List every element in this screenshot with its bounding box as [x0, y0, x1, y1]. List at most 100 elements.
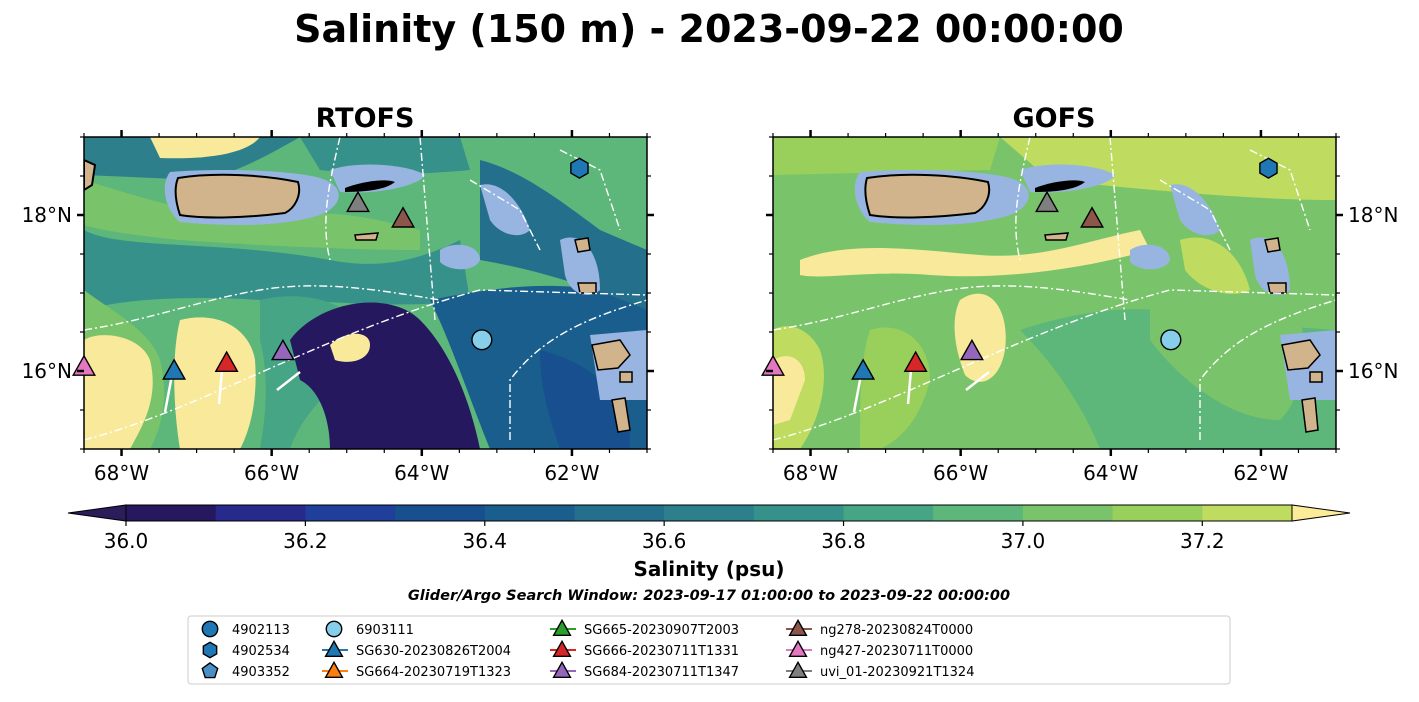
x-tick-label: 66°W	[933, 461, 988, 485]
platform-marker	[1034, 190, 1059, 213]
colorbar-tick-label: 36.4	[463, 529, 508, 553]
legend-marker	[324, 660, 344, 678]
colorbar-segment	[753, 505, 845, 521]
legend-marker	[552, 660, 572, 678]
legend-marker	[552, 618, 572, 636]
rtofs-axis-ticks: 68°W 66°W 64°W 62°W 18°N 16°N	[22, 130, 654, 485]
colorbar-segment	[574, 505, 665, 521]
map-panel-gofs: GOFS	[761, 103, 1398, 485]
colorbar-segment	[1112, 505, 1203, 521]
legend-marker	[202, 641, 218, 659]
colorbar-frame	[125, 504, 1293, 522]
platform-marker	[1160, 329, 1182, 351]
colorbar-segment	[126, 505, 217, 521]
legend-label: 4903352	[232, 665, 290, 680]
colorbar-segment	[843, 505, 934, 521]
legend-entry: SG684-20230711T1347	[550, 660, 739, 680]
colorbar-segment	[664, 505, 755, 521]
colorbar-tick-label: 36.2	[283, 529, 328, 553]
legend-marker	[788, 618, 808, 636]
platform-marker	[214, 350, 239, 372]
legend-label: SG664-20230719T1323	[356, 665, 511, 680]
legend-label: uvi_01-20230921T1324	[820, 665, 974, 680]
legend-label: SG630-20230826T2004	[356, 644, 511, 659]
figure-title: Salinity (150 m) - 2023-09-22 00:00:00	[294, 7, 1124, 51]
legend-entry: 6903111	[325, 620, 414, 638]
legend-entry: ng427-20230711T0000	[786, 639, 973, 659]
colorbar-extend-min	[67, 504, 127, 522]
colorbar: 36.0 36.2 36.4 36.6 36.8 37.0 37.2	[67, 504, 1351, 553]
platform-marker	[162, 358, 187, 380]
legend-label: 4902534	[232, 644, 290, 659]
colorbar-segment	[933, 505, 1024, 521]
colorbar-segment	[1202, 505, 1293, 521]
rtofs-salinity-field	[84, 137, 647, 449]
platform-marker	[1259, 157, 1278, 179]
map-panel-rtofs: RTOFS	[22, 103, 654, 485]
panel-title-gofs: GOFS	[1012, 103, 1095, 134]
gofs-markers	[761, 157, 1278, 380]
legend-label: ng427-20230711T0000	[820, 644, 973, 659]
gofs-axis-ticks: 68°W 66°W 64°W 62°W 18°N 16°N	[766, 130, 1398, 485]
colorbar-segment	[305, 505, 396, 521]
colorbar-tick-label: 36.6	[642, 529, 687, 553]
platform-marker	[391, 206, 416, 228]
colorbar-segment	[1022, 505, 1114, 521]
platform-marker	[471, 329, 493, 351]
x-tick-label: 68°W	[94, 461, 149, 485]
platform-marker	[1080, 206, 1105, 228]
search-window-note: Glider/Argo Search Window: 2023-09-17 01…	[408, 588, 1010, 604]
x-tick-label: 64°W	[394, 461, 449, 485]
legend-entry: ng278-20230824T0000	[786, 618, 973, 638]
legend-entry: SG665-20230907T2003	[550, 618, 739, 638]
gofs-salinity-field	[773, 137, 1336, 449]
legend-marker	[325, 620, 343, 638]
legend-entry: 4902534	[202, 641, 290, 659]
platform-marker	[570, 157, 589, 179]
colorbar-tick-label: 37.2	[1180, 529, 1225, 553]
legend-entry: SG664-20230719T1323	[322, 660, 511, 680]
platform-marker	[959, 338, 984, 361]
legend-label: 4902113	[232, 623, 290, 638]
platform-marker	[270, 338, 295, 361]
colorbar-segment	[215, 505, 306, 521]
legend-entry: 4902113	[201, 620, 290, 638]
legend-marker	[552, 639, 572, 657]
legend-entry: uvi_01-20230921T1324	[786, 660, 974, 680]
legend-label: SG684-20230711T1347	[584, 665, 739, 680]
platform-marker	[903, 350, 928, 372]
legend-marker	[788, 639, 808, 657]
legend-entry: SG630-20230826T2004	[322, 639, 511, 659]
legend: 4902113 4902534 4903352 6903111 SG630-202308…	[187, 615, 1231, 685]
colorbar-extend-max	[1291, 504, 1351, 522]
x-tick-label: 62°W	[544, 461, 599, 485]
x-tick-label: 68°W	[783, 461, 838, 485]
x-tick-label: 62°W	[1233, 461, 1288, 485]
x-tick-label: 64°W	[1083, 461, 1138, 485]
y-tick-label: 16°N	[22, 359, 72, 383]
colorbar-tick-label: 36.8	[821, 529, 866, 553]
legend-label: ng278-20230824T0000	[820, 623, 973, 638]
y-tick-label: 18°N	[1348, 203, 1398, 227]
legend-label: SG665-20230907T2003	[584, 623, 739, 638]
colorbar-label: Salinity (psu)	[633, 557, 784, 581]
legend-label: SG666-20230711T1331	[584, 644, 739, 659]
panel-title-rtofs: RTOFS	[316, 103, 415, 134]
y-tick-label: 16°N	[1348, 359, 1398, 383]
colorbar-tick-label: 37.0	[1001, 529, 1046, 553]
legend-marker	[201, 662, 219, 679]
platform-marker	[851, 358, 876, 380]
x-tick-label: 66°W	[244, 461, 299, 485]
legend-marker	[201, 620, 219, 638]
legend-label: 6903111	[356, 623, 414, 638]
rtofs-markers	[72, 157, 589, 380]
colorbar-segment	[484, 505, 575, 521]
legend-entry: 4903352	[201, 662, 290, 680]
legend-marker	[788, 660, 808, 678]
colorbar-tick-label: 36.0	[104, 529, 149, 553]
platform-marker	[345, 190, 370, 213]
legend-marker	[324, 639, 344, 657]
y-tick-label: 18°N	[22, 203, 72, 227]
colorbar-segment	[395, 505, 486, 521]
legend-entry: SG666-20230711T1331	[550, 639, 739, 659]
